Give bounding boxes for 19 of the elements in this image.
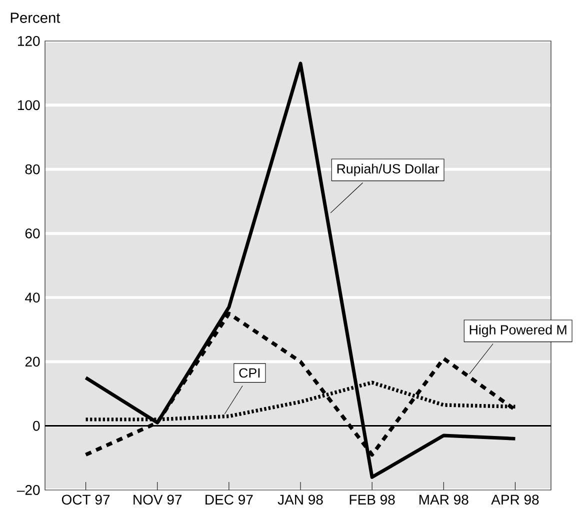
x-tick-label: APR 98: [491, 494, 539, 505]
y-axis-title: Percent: [10, 12, 60, 23]
x-tick-label: JAN 98: [278, 494, 323, 505]
y-tick-label: 80: [25, 164, 40, 174]
x-tick-label: OCT 97: [62, 494, 110, 505]
y-tick-label: 20: [25, 356, 40, 367]
text: High Powered M: [470, 324, 566, 338]
x-tick-label: DEC 97: [206, 494, 253, 505]
series-label: Rupiah/US Dollar: [337, 164, 440, 176]
y-tick-label: 0: [33, 420, 40, 431]
y-tick-label: 40: [25, 292, 40, 303]
x-tick-label: MAR 98: [420, 494, 468, 505]
x-tick-label: NOV 97: [134, 494, 182, 505]
y-tick-label: 60: [25, 228, 40, 238]
x-tick-label: FEB 98: [350, 494, 395, 505]
y-tick-label: 100: [18, 100, 40, 110]
y-tick-label: –20: [16, 485, 40, 495]
text: CPI: [239, 368, 260, 378]
y-tick-label: 120: [18, 36, 40, 46]
